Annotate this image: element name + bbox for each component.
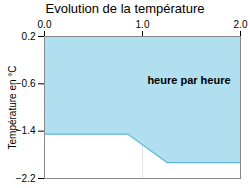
svg-text:−0.6: −0.6 [16, 78, 36, 89]
svg-text:0.2: 0.2 [22, 31, 36, 42]
svg-text:1.0: 1.0 [136, 19, 150, 30]
svg-text:2.0: 2.0 [234, 19, 248, 30]
html-text:Evolution de la température: Evolution de la température [45, 1, 205, 16]
svg-text:−2.2: −2.2 [16, 173, 36, 184]
svg-text:heure par heure: heure par heure [147, 74, 230, 86]
svg-text:−1.4: −1.4 [16, 125, 36, 136]
svg-text:Température en °C: Température en °C [7, 65, 18, 149]
svg-text:0.0: 0.0 [38, 19, 52, 30]
